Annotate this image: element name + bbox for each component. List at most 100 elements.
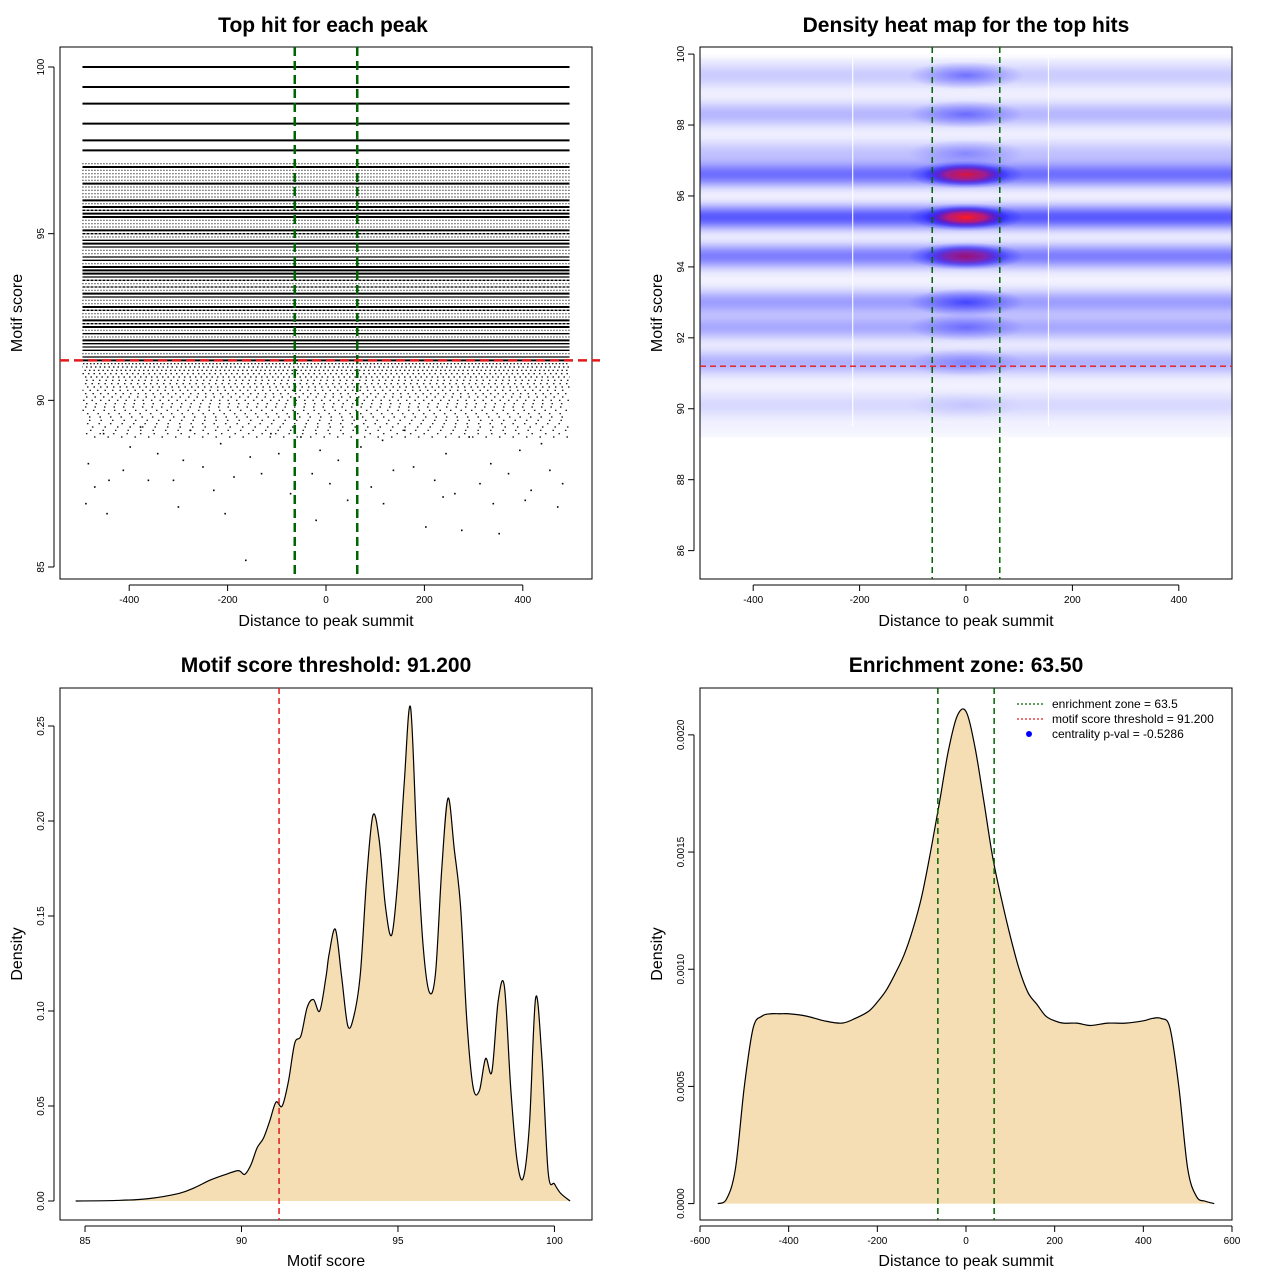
heat-center: [908, 61, 1024, 90]
data-point: [87, 462, 90, 465]
x-tick-label: -400: [779, 1236, 799, 1247]
data-point: [245, 559, 247, 562]
legend-centrality-label: centrality p-val = -0.5286: [1052, 727, 1184, 741]
legend: enrichment zone = 63.5 motif score thres…: [1017, 697, 1214, 741]
data-point: [129, 446, 131, 448]
panel-top-hit-scatter: Top hit for each peak -400 -200 0 200 400 85 9…: [9, 14, 600, 630]
data-point: [122, 469, 125, 472]
chart-title: Density heat map for the top hits: [803, 14, 1130, 37]
x-tick-label: 400: [1170, 595, 1187, 606]
x-axis-label: Distance to peak summit: [878, 613, 1054, 630]
legend-threshold-label: motif score threshold = 91.200: [1052, 712, 1214, 726]
chart-title: Motif score threshold: 91.200: [181, 654, 472, 677]
panel-density-heatmap: Density heat map for the top hits -400 -2…: [649, 14, 1233, 630]
data-point: [319, 449, 321, 452]
panel-distance-density: Enrichment zone: 63.50 -600 -400 -200 0 200 4…: [649, 654, 1241, 1270]
x-axis-label: Distance to peak summit: [878, 1253, 1054, 1270]
data-point: [360, 446, 362, 448]
density-area: [75, 705, 571, 1202]
data-point: [139, 426, 142, 428]
plot-frame: [59, 687, 593, 1221]
x-tick-label: 100: [546, 1236, 563, 1247]
heat-center: [908, 348, 1024, 377]
y-tick-label: 90: [36, 394, 47, 406]
y-tick-label: 0.10: [36, 1001, 47, 1021]
axes: -400 -200 0 200 400 86 88 90 92 94 96 98 100: [676, 45, 1188, 606]
axes: -400 -200 0 200 400 85 90 95 100: [36, 58, 532, 606]
y-tick-label: 90: [676, 403, 687, 415]
x-tick-label: 200: [1046, 1236, 1063, 1247]
plot-frame: [699, 687, 1233, 1221]
y-tick-label: 92: [676, 332, 687, 344]
data-point: [556, 506, 559, 508]
data-point: [519, 449, 521, 452]
legend-centrality-dot: [1026, 731, 1032, 737]
legend-zone-label: enrichment zone = 63.5: [1052, 697, 1178, 711]
heat-hotspot: [922, 206, 1010, 229]
data-point: [202, 466, 204, 468]
data-point: [219, 442, 222, 445]
chart-title: Top hit for each peak: [218, 14, 428, 37]
data-point: [102, 432, 105, 435]
y-tick-label: 0.20: [36, 811, 47, 831]
data-point: [549, 469, 551, 472]
heat-center: [908, 100, 1024, 129]
data-point: [454, 492, 456, 495]
data-point: [147, 479, 150, 482]
data-point: [524, 499, 527, 502]
y-tick-label: 0.0010: [676, 954, 687, 985]
data-point: [370, 486, 373, 488]
x-tick-label: 85: [79, 1236, 91, 1247]
data-point: [329, 482, 331, 485]
data-point: [540, 442, 543, 445]
scatter-points: [82, 66, 570, 562]
data-point: [392, 469, 395, 472]
data-point: [213, 489, 215, 492]
x-tick-label: 95: [392, 1236, 404, 1247]
density-area: [717, 708, 1215, 1205]
data-point: [337, 459, 340, 462]
data-point: [498, 532, 500, 535]
y-axis-label: Density: [649, 927, 666, 980]
data-point: [530, 489, 532, 492]
data-point: [177, 506, 180, 508]
data-point: [233, 476, 235, 478]
top-gap: [700, 47, 1232, 58]
heat-center: [908, 139, 1024, 168]
y-tick-label: 100: [676, 45, 687, 62]
data-point: [381, 439, 384, 442]
data-point: [433, 479, 436, 482]
x-tick-label: 0: [963, 1236, 969, 1247]
y-axis-label: Motif score: [649, 274, 666, 352]
y-tick-label: 0.0015: [676, 836, 687, 867]
data-point: [479, 482, 481, 485]
heatmap-hotspots: [700, 47, 1232, 427]
reference-lines: [937, 688, 995, 1220]
x-axis-label: Distance to peak summit: [238, 613, 414, 630]
y-tick-label: 98: [676, 119, 687, 131]
y-tick-label: 86: [676, 545, 687, 557]
y-axis-label: Density: [9, 927, 26, 980]
y-tick-label: 0.05: [36, 1096, 47, 1116]
plot-frame: [699, 46, 1233, 580]
y-tick-label: 0.0005: [676, 1071, 687, 1102]
y-tick-label: 96: [676, 190, 687, 202]
data-point: [189, 429, 192, 432]
x-tick-label: 400: [1135, 1236, 1152, 1247]
y-axis-label: Motif score: [9, 274, 26, 352]
axes: 85 90 95 100 0.00 0.05 0.10 0.15 0.20 0.25: [36, 716, 563, 1247]
data-point: [425, 526, 427, 528]
y-tick-label: 95: [36, 228, 47, 240]
reference-lines: [60, 47, 600, 579]
reference-lines: [700, 47, 1232, 579]
density-curve: [717, 708, 1215, 1205]
data-point: [172, 479, 175, 482]
data-point: [346, 499, 349, 502]
data-point: [300, 436, 302, 438]
data-point: [182, 459, 185, 462]
chart-title: Enrichment zone: 63.50: [849, 654, 1084, 677]
data-point: [460, 529, 463, 532]
y-tick-label: 88: [676, 474, 687, 486]
x-tick-label: -600: [690, 1236, 710, 1247]
data-point: [382, 502, 385, 505]
